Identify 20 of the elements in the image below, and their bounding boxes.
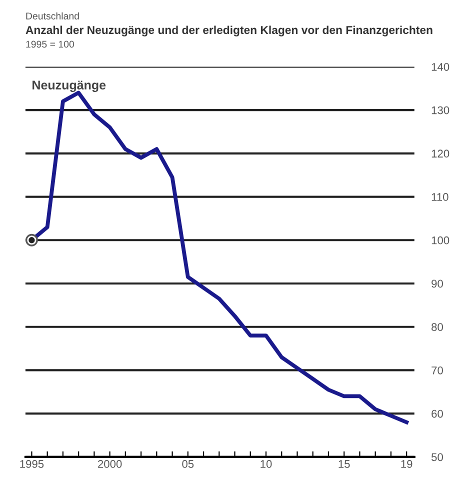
y-tick-label: 50	[431, 453, 443, 462]
x-tick-label: 2000	[98, 460, 122, 468]
y-tick-label: 70	[432, 366, 443, 374]
y-tick-label: 100	[432, 236, 450, 244]
series-label: Neuzugänge	[32, 80, 106, 92]
y-tick-label: 80	[432, 323, 443, 331]
y-tick-label: 90	[432, 280, 443, 288]
y-tick-label: 130	[432, 106, 450, 114]
x-tick-label: 15	[338, 460, 350, 468]
y-axis-title: 1995 = 100	[26, 40, 74, 48]
x-tick-label: 1995	[20, 460, 44, 468]
y-tick-label: 60	[432, 410, 443, 418]
x-tick-label: 05	[182, 460, 194, 468]
y-tick-label: 120	[432, 150, 450, 158]
y-tick-label: 110	[432, 193, 448, 201]
x-tick-label: 10	[260, 460, 272, 468]
chart-title: Anzahl der Neuzugänge und der erledigten Klagen vor den Finanzgerichten	[26, 26, 432, 36]
x-tick-label: 19	[401, 460, 412, 468]
text: Deutschland	[26, 12, 79, 20]
y-tick-label: 140	[432, 62, 450, 71]
